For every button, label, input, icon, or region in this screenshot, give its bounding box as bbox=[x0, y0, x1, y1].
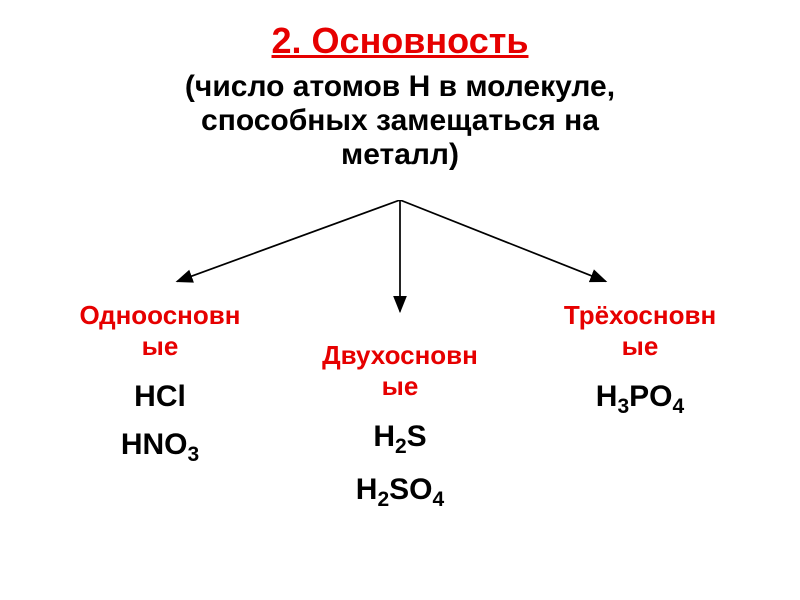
column-heading: Трёхосновн ые bbox=[520, 300, 760, 362]
heading-part: Двухосновн bbox=[322, 340, 478, 370]
diagram-subtitle: (число атомов Н в молекуле, способных за… bbox=[60, 70, 740, 172]
diagram-title: 2. Основность bbox=[0, 20, 800, 62]
formula: H2SO4 bbox=[280, 473, 520, 512]
formula: HCl bbox=[40, 380, 280, 414]
formula: H2S bbox=[280, 420, 520, 459]
arrow-line bbox=[400, 200, 606, 281]
formula: HNO3 bbox=[40, 428, 280, 467]
column-heading: Двухосновн ые bbox=[280, 340, 520, 402]
heading-part: Трёхосновн bbox=[564, 300, 716, 330]
subtitle-line: (число атомов Н в молекуле, bbox=[60, 70, 740, 104]
column-monobasic: Одноосновн ые HCl HNO3 bbox=[40, 300, 280, 481]
heading-part: Одноосновн bbox=[80, 300, 241, 330]
heading-part: ые bbox=[382, 371, 419, 401]
subtitle-line: металл) bbox=[60, 138, 740, 172]
formula: H3PO4 bbox=[520, 380, 760, 419]
heading-part: ые bbox=[142, 331, 179, 361]
subtitle-line: способных замещаться на bbox=[60, 104, 740, 138]
column-heading: Одноосновн ые bbox=[40, 300, 280, 362]
heading-part: ые bbox=[622, 331, 659, 361]
arrow-line bbox=[177, 200, 400, 281]
column-tribasic: Трёхосновн ые H3PO4 bbox=[520, 300, 760, 433]
column-dibasic: Двухосновн ые H2S H2SO4 bbox=[280, 340, 520, 526]
